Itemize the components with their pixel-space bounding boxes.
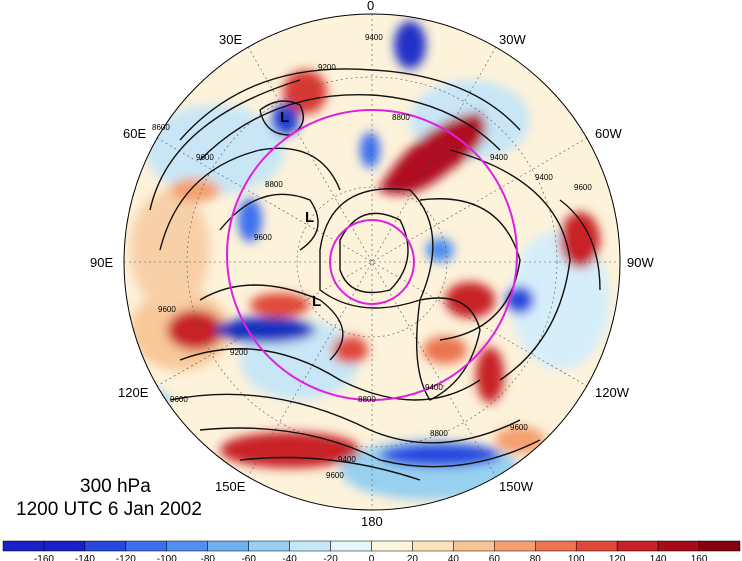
map-overlay (124, 14, 620, 510)
colorbar-tick-label: -60 (241, 554, 256, 561)
low-centers: L L L (280, 109, 321, 310)
colorbar-tick-label: 140 (650, 554, 667, 561)
colorbar: -160 -140 -120 -100 -80 -60 -40 -20 0 20 40 60 80 100… (2, 540, 741, 561)
wind-speed-anomaly-shading (124, 14, 620, 510)
longitude-label-90e: 90E (90, 255, 113, 270)
pressure-level-label: 300 hPa (80, 476, 151, 497)
colorbar-tick-label: -40 (282, 554, 297, 561)
contour-label: 8600 (152, 123, 170, 132)
colorbar-tick-label: -140 (75, 554, 95, 561)
colorbar-tick-label: 80 (530, 554, 542, 561)
contour-label: 9600 (196, 153, 214, 162)
colorbar-box (166, 540, 208, 552)
contour-label: 8800 (430, 429, 448, 438)
colorbar-tick-label: 40 (448, 554, 460, 561)
colorbar-box (125, 540, 168, 552)
longitude-label-180: 180 (361, 514, 383, 529)
colorbar-tick-label: -120 (116, 554, 136, 561)
colorbar-box (494, 540, 536, 552)
contour-labels: 9400 9200 9600 8800 8800 9600 9400 9400 … (152, 33, 592, 480)
colorbar-box (330, 540, 372, 552)
longitude-label-0: 0 (367, 0, 374, 13)
colorbar-tick-label: 120 (609, 554, 626, 561)
colorbar-box (2, 540, 45, 552)
colorbar-tick-label: 20 (407, 554, 419, 561)
colorbar-box (43, 540, 86, 552)
contour-label: 9200 (230, 348, 248, 357)
colorbar-box (616, 540, 659, 552)
longitude-label-30w: 30W (499, 32, 526, 47)
colorbar-tick-label: 100 (568, 554, 585, 561)
longitude-label-90w: 90W (627, 255, 654, 270)
longitude-label-120e: 120E (118, 385, 149, 400)
contour-label: 9400 (535, 173, 553, 182)
contour-label: 9200 (318, 63, 336, 72)
colorbar-box (698, 540, 741, 552)
colorbar-box (207, 540, 249, 552)
contour-label: 9600 (254, 233, 272, 242)
colorbar-tick-label: -80 (200, 554, 215, 561)
longitude-labels: 0 30W 60W 90W 120W 150W 180 150E 120E 90… (90, 0, 654, 529)
contour-label: 9600 (326, 471, 344, 480)
outer-reference-circle (226, 109, 518, 401)
contour-label: 8800 (358, 395, 376, 404)
colorbar-tick-label: 0 (369, 554, 375, 561)
longitude-label-150w: 150W (499, 479, 534, 494)
longitude-label-150e: 150E (215, 479, 246, 494)
longitude-label-120w: 120W (595, 385, 630, 400)
contour-label: 9600 (510, 423, 528, 432)
low-center-marker: L (312, 293, 321, 310)
colorbar-box (84, 540, 127, 552)
contour-label: 9400 (425, 383, 443, 392)
colorbar-box (289, 540, 331, 552)
colorbar-tick-label: -100 (157, 554, 177, 561)
low-center-marker: L (305, 209, 314, 226)
colorbar-box (535, 540, 577, 552)
contour-label: 9600 (170, 395, 188, 404)
colorbar-box (657, 540, 700, 552)
colorbar-box (371, 540, 413, 552)
colorbar-tick-label: -20 (323, 554, 338, 561)
contour-label: 9400 (338, 455, 356, 464)
contour-label: 8800 (265, 180, 283, 189)
colorbar-box (412, 540, 454, 552)
valid-time-label: 1200 UTC 6 Jan 2002 (16, 499, 202, 520)
colorbar-box (453, 540, 495, 552)
colorbar-tick-label: 160 (691, 554, 708, 561)
low-center-marker: L (280, 109, 289, 126)
colorbar-tick-label: -160 (34, 554, 54, 561)
longitude-label-60w: 60W (595, 126, 622, 141)
contour-label: 8800 (392, 113, 410, 122)
longitude-label-30e: 30E (219, 32, 242, 47)
contour-label: 9400 (490, 153, 508, 162)
contour-label: 9600 (574, 183, 592, 192)
colorbar-box (575, 540, 618, 552)
longitude-label-60e: 60E (123, 126, 146, 141)
contour-label: 9400 (365, 33, 383, 42)
colorbar-box (248, 540, 290, 552)
inner-reference-circle (329, 219, 415, 305)
contour-label: 9600 (158, 305, 176, 314)
map-boundary (123, 13, 621, 511)
colorbar-tick-label: 60 (489, 554, 501, 561)
